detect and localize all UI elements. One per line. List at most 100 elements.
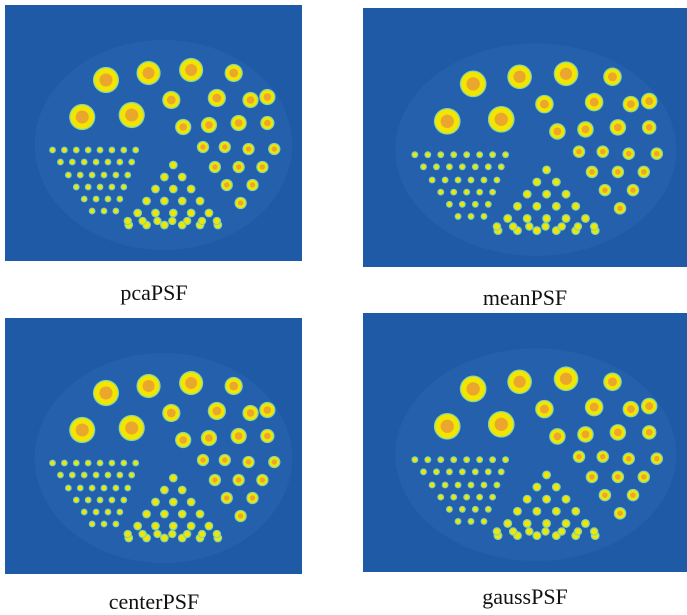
caption-pcapsf: pcaPSF bbox=[120, 280, 188, 305]
phantom-spot bbox=[168, 208, 178, 218]
phantom-spot bbox=[196, 453, 210, 467]
phantom-spot bbox=[637, 165, 651, 179]
phantom-spot bbox=[561, 189, 571, 199]
phantom-spot bbox=[433, 468, 440, 476]
phantom-spot bbox=[493, 481, 501, 489]
phantom-spot bbox=[480, 517, 488, 525]
phantom-spot bbox=[72, 459, 80, 467]
phantom-spot bbox=[484, 505, 492, 513]
phantom-spot bbox=[80, 195, 88, 203]
phantom-halo bbox=[34, 40, 293, 250]
phantom-spot bbox=[112, 207, 120, 215]
phantom-spot bbox=[458, 200, 466, 208]
phantom-spot bbox=[437, 151, 445, 159]
phantom-spot bbox=[68, 158, 76, 166]
phantom-spot bbox=[463, 151, 471, 159]
phantom-spot bbox=[151, 497, 160, 507]
phantom-spot bbox=[116, 471, 124, 479]
phantom-spot bbox=[259, 401, 276, 419]
phantom-spot bbox=[541, 527, 550, 536]
phantom-spot bbox=[557, 222, 566, 231]
phantom-spot bbox=[507, 64, 532, 90]
phantom-spot bbox=[507, 369, 532, 395]
phantom-spot bbox=[142, 509, 151, 519]
phantom-spots-gausspsf bbox=[395, 348, 677, 561]
phantom-spot bbox=[542, 519, 552, 528]
phantom-spot bbox=[108, 459, 116, 467]
phantom-spot bbox=[92, 66, 120, 94]
phantom-spot bbox=[84, 146, 92, 154]
phantom-spot bbox=[650, 452, 664, 465]
phantom-spot bbox=[609, 424, 627, 441]
phantom-spot bbox=[573, 222, 583, 231]
phantom-spot bbox=[626, 183, 640, 197]
phantom-spot bbox=[84, 459, 92, 467]
phantom-spot bbox=[92, 379, 120, 407]
phantom-spot bbox=[120, 496, 128, 504]
phantom-spot bbox=[104, 158, 112, 166]
phantom-spot bbox=[118, 414, 145, 442]
phantom-spot bbox=[609, 119, 627, 136]
phantom-spot bbox=[242, 91, 259, 109]
phantom-spot bbox=[168, 216, 177, 226]
phantom-spot bbox=[92, 508, 100, 516]
phantom-spot bbox=[100, 171, 108, 179]
phantom-spot bbox=[411, 456, 419, 464]
phantom-spot bbox=[441, 481, 449, 489]
phantom-spot bbox=[234, 509, 247, 523]
phantom-spot bbox=[57, 471, 64, 479]
phantom-spot bbox=[100, 207, 108, 215]
phantom-spot bbox=[218, 140, 231, 154]
phantom-spot bbox=[123, 529, 132, 539]
phantom-spot bbox=[532, 482, 542, 492]
phantom-spot bbox=[84, 183, 92, 191]
phantom-spot bbox=[133, 521, 143, 531]
phantom-spots-centerpsf bbox=[34, 353, 293, 563]
phantom-spot bbox=[49, 146, 56, 154]
phantom-spot bbox=[168, 184, 178, 194]
phantom-spot bbox=[179, 370, 204, 396]
phantom-spot bbox=[196, 140, 210, 154]
phantom-spot bbox=[525, 222, 534, 231]
phantom-spot bbox=[142, 196, 151, 206]
phantom-spot bbox=[480, 481, 488, 489]
phantom-spot bbox=[88, 171, 96, 179]
phantom-spot bbox=[256, 160, 269, 174]
phantom-spot bbox=[484, 163, 492, 171]
phantom-spot bbox=[459, 70, 487, 98]
phantom-spot bbox=[160, 220, 169, 230]
phantom-spot bbox=[128, 471, 136, 479]
phantom-spot bbox=[260, 115, 275, 131]
phantom-spot bbox=[124, 484, 132, 492]
phantom-spot bbox=[136, 373, 161, 399]
phantom-spot bbox=[136, 60, 161, 86]
phantom-spot bbox=[503, 519, 513, 528]
phantom-spot bbox=[585, 165, 599, 179]
phantom-spot bbox=[622, 95, 640, 113]
phantom-spot bbox=[186, 521, 196, 531]
phantom-spot bbox=[61, 146, 68, 154]
phantom-spot bbox=[450, 493, 458, 501]
phantom-spot bbox=[69, 416, 96, 444]
phantom-spot bbox=[433, 412, 461, 440]
phantom-spot bbox=[508, 222, 518, 231]
phantom-spot bbox=[242, 455, 255, 469]
phantom-spot bbox=[186, 208, 196, 218]
phantom-spot bbox=[433, 163, 440, 171]
caption-gausspsf: gaussPSF bbox=[482, 584, 568, 609]
phantom-spot bbox=[151, 208, 160, 218]
phantom-spot bbox=[424, 151, 432, 159]
phantom-spot bbox=[80, 508, 88, 516]
phantom-spot bbox=[492, 527, 502, 536]
phantom-spot bbox=[411, 151, 419, 159]
phantom-spot bbox=[445, 505, 453, 513]
phantom-spot bbox=[598, 488, 612, 502]
phantom-spot bbox=[84, 496, 92, 504]
phantom-spot bbox=[61, 459, 68, 467]
phantom-spot bbox=[622, 400, 640, 418]
phantom-spot bbox=[207, 88, 226, 108]
phantom-spot bbox=[437, 456, 445, 464]
phantom-spot bbox=[68, 471, 76, 479]
phantom-spot bbox=[522, 494, 532, 504]
phantom-spot bbox=[596, 145, 610, 158]
